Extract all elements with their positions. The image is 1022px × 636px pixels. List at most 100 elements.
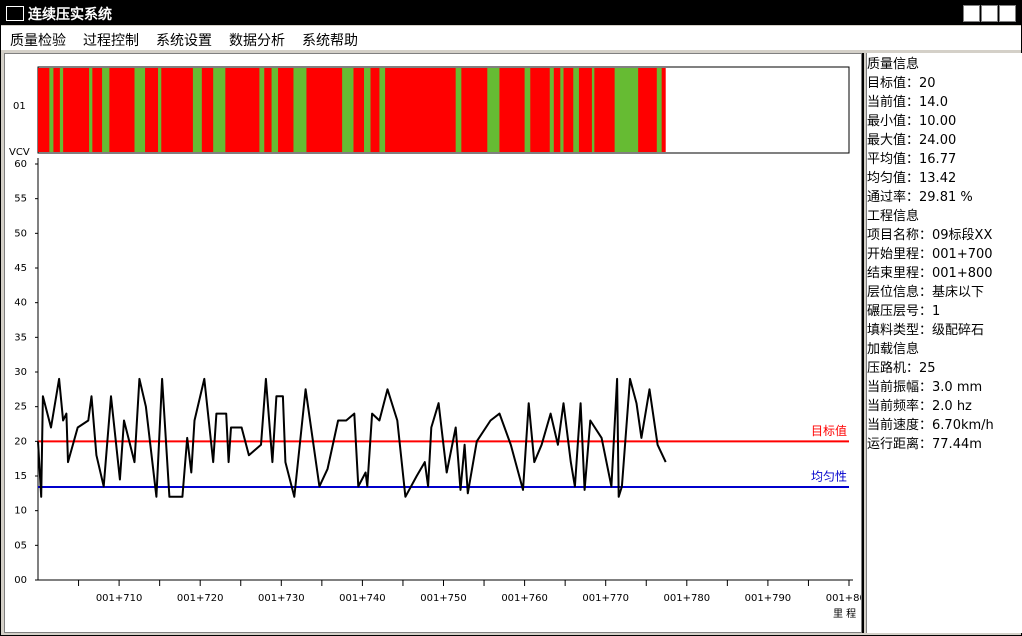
info-value: 基床以下 [932,285,985,300]
app-icon [6,6,24,21]
menu-item[interactable]: 质量检验 [10,33,66,49]
menu-item[interactable]: 系统设置 [156,33,212,49]
strip-label: 01 [13,101,26,112]
info-value: 001+700 [932,247,993,262]
strip-pass-band [293,68,307,152]
info-label: 压路机： [867,361,920,376]
info-label: 均匀值： [867,171,920,186]
info-row: 当前频率：2.0 hz [867,395,1022,414]
info-label: 当前振幅： [867,380,933,395]
x-tick-label: 001+770 [582,593,629,604]
info-row: 填料类型：级配碎石 [867,319,1022,338]
info-row: 层位信息：基床以下 [867,281,1022,300]
strip-pass-band [192,68,202,152]
info-label: 当前速度： [867,418,933,433]
chart: 01 VCV 里 程 00 05 10 15 20 25 30 35 40 45 50 55 60 001+71… [9,66,861,620]
maximize-button[interactable] [981,5,998,22]
x-tick-label: 001+760 [501,593,548,604]
info-row: 当前值：14.0 [867,91,1022,110]
x-axis-label: 里 程 [833,608,856,620]
y-tick-label: 25 [14,402,27,413]
y-tick-label: 00 [14,575,27,586]
x-tick-label: 001+720 [177,593,224,604]
strip-pass-band [656,68,662,152]
info-row: 均匀值：13.42 [867,167,1022,186]
chart-area: 01 VCV 里 程 00 05 10 15 20 25 30 35 40 45 50 55 60 001+71… [4,53,862,633]
info-value: 6.70km/h [932,418,994,433]
info-row: 当前速度：6.70km/h [867,414,1022,433]
info-value: 2.0 hz [932,399,972,414]
y-tick-label: 10 [14,506,27,517]
strip-pass-band [271,68,279,152]
info-label: 最小值： [867,114,920,129]
menu-bar: 质量检验 过程控制 系统设置 数据分析 系统帮助 [1,26,1021,50]
info-value: 77.44m [932,437,982,452]
reference-label: 均匀性 [811,469,847,483]
x-tick-label: 001+750 [420,593,467,604]
info-row: 目标值：20 [867,72,1022,91]
info-value: 14.0 [919,95,948,110]
y-axis-label: VCV [9,147,30,158]
y-tick-label: 20 [14,436,27,447]
x-tick-label: 001+710 [96,593,143,604]
strip-pass-band [102,68,110,152]
strip-pass-band [89,68,93,152]
info-row: 开始里程：001+700 [867,243,1022,262]
info-value: 001+800 [932,266,993,281]
info-value: 13.42 [919,171,957,186]
menu-item[interactable]: 系统帮助 [302,33,358,49]
strip-pass-band [591,68,595,152]
info-label: 开始里程： [867,247,933,262]
strip-pass-band [364,68,371,152]
info-label: 当前值： [867,95,920,110]
close-button[interactable] [999,5,1016,22]
info-label: 平均值： [867,152,920,167]
y-tick-label: 15 [14,471,27,482]
info-value: 09标段XX [932,228,993,243]
y-tick-label: 55 [14,194,27,205]
info-value: 1 [932,304,941,319]
info-row: 平均值：16.77 [867,148,1022,167]
info-row: 最小值：10.00 [867,110,1022,129]
info-label: 层位信息： [867,285,933,300]
splitter[interactable] [862,53,864,633]
reference-label: 目标值 [811,423,847,438]
x-tick-label: 001+740 [339,593,386,604]
info-label: 最大值： [867,133,920,148]
data-line [37,377,667,498]
strip-pass-band [59,68,64,152]
info-value: 20 [919,76,936,91]
window-title: 连续压实系统 [28,7,112,23]
info-value: 3.0 mm [932,380,983,395]
strip-pass-band [614,68,639,152]
strip-pass-band [560,68,564,152]
info-label: 项目名称： [867,228,933,243]
info-value: 10.00 [919,114,957,129]
strip-pass-band [134,68,146,152]
strip-pass-band [549,68,554,152]
strip-pass-band [487,68,500,152]
x-tick-label: 001+730 [258,593,305,604]
info-value: 级配碎石 [932,323,985,338]
info-value: 25 [919,361,936,376]
strip-pass-band [379,68,386,152]
y-tick-label: 40 [14,298,27,309]
info-label: 碾压层号： [867,304,933,319]
x-tick-label: 001+780 [664,593,711,604]
strip-pass-band [213,68,226,152]
menu-item[interactable]: 数据分析 [229,33,285,49]
info-label: 目标值： [867,76,920,91]
info-row: 当前振幅：3.0 mm [867,376,1022,395]
info-label: 运行距离： [867,437,933,452]
minimize-button[interactable] [963,5,980,22]
y-tick-label: 35 [14,332,27,343]
strip-pass-band [573,68,579,152]
info-label: 填料类型： [867,323,933,338]
info-label: 通过率： [867,190,920,205]
strip-pass-band [342,68,354,152]
info-row: 最大值：24.00 [867,129,1022,148]
info-row: 压路机：25 [867,357,1022,376]
section-title: 质量信息 [867,57,920,72]
menu-item[interactable]: 过程控制 [83,33,139,49]
y-tick-label: 05 [14,540,27,551]
